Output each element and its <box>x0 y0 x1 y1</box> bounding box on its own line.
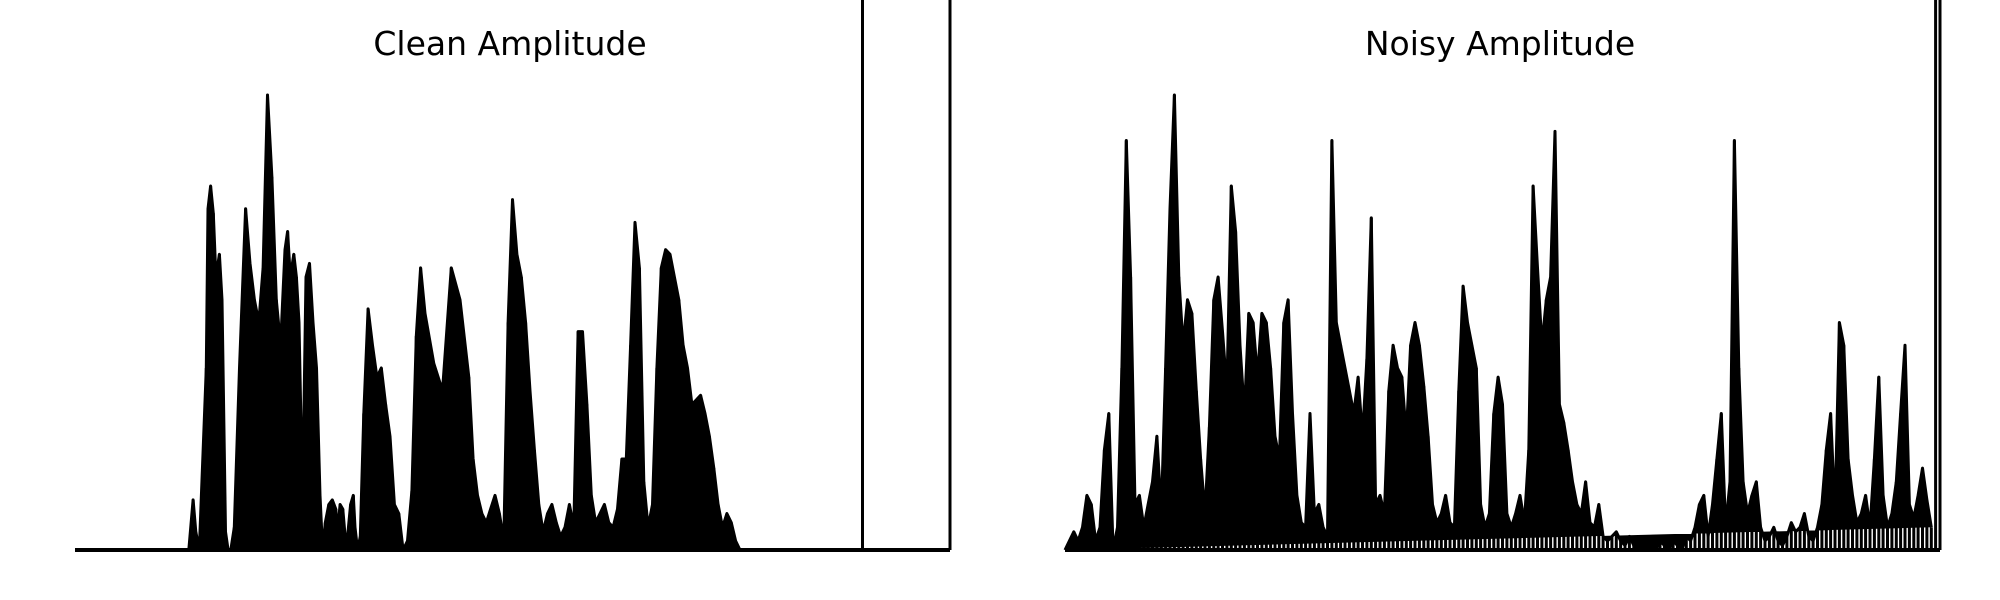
clean-amplitude-waveform-group <box>75 0 952 552</box>
chart-title-clean: Clean Amplitude <box>373 24 647 63</box>
chart-title-noisy: Noisy Amplitude <box>1364 24 1636 63</box>
noisy-amplitude-plot <box>1063 0 1942 552</box>
clean-amplitude-panel: Clean Amplitude <box>75 0 952 552</box>
noisy-amplitude-waveform-group <box>1063 0 1942 552</box>
noisy-amplitude-panel: Noisy Amplitude <box>1000 0 2000 600</box>
clean-amplitude-plot <box>75 0 952 552</box>
clean-amplitude-series-area <box>75 93 784 552</box>
